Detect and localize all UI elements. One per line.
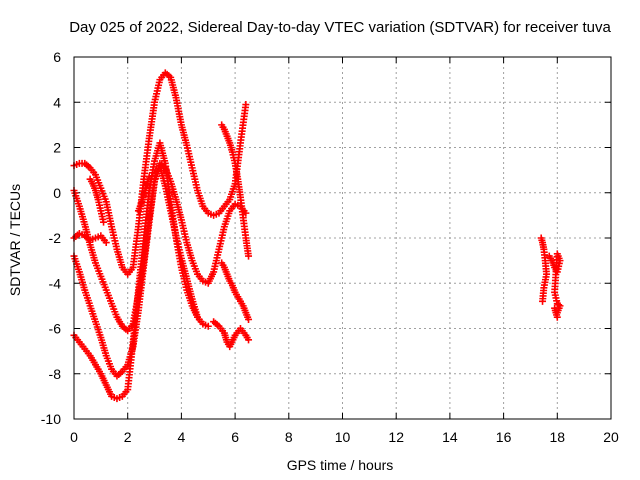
data-point	[100, 218, 108, 226]
x-tick-label: 14	[442, 429, 458, 445]
data-point	[145, 173, 153, 181]
x-tick-label: 16	[496, 429, 512, 445]
y-tick-label: 4	[53, 94, 61, 110]
series-track-f	[86, 175, 108, 226]
series-track-g	[218, 121, 253, 260]
x-tick-label: 4	[178, 429, 186, 445]
y-tick-label: -10	[41, 411, 61, 427]
x-tick-label: 12	[388, 429, 404, 445]
x-tick-label: 0	[70, 429, 78, 445]
data-point	[102, 239, 110, 247]
y-tick-label: 0	[53, 185, 61, 201]
data-point	[539, 297, 547, 305]
data-point	[245, 315, 253, 323]
y-tick-label: -4	[49, 275, 62, 291]
series-track-l	[545, 250, 564, 321]
x-tick-label: 18	[550, 429, 566, 445]
y-tick-label: 2	[53, 140, 61, 156]
x-tick-label: 6	[231, 429, 239, 445]
data-point	[204, 322, 212, 330]
series-track-e	[70, 229, 110, 247]
chart-title: Day 025 of 2022, Sidereal Day-to-day VTE…	[69, 19, 611, 36]
x-tick-label: 8	[285, 429, 293, 445]
series-track-i	[210, 318, 253, 351]
x-axis-label: GPS time / hours	[287, 457, 394, 473]
data-point	[245, 252, 253, 260]
x-tick-label: 2	[124, 429, 132, 445]
series-track-k	[537, 234, 551, 305]
y-tick-label: -6	[49, 321, 62, 337]
y-tick-label: -2	[49, 230, 62, 246]
x-tick-label: 10	[335, 429, 351, 445]
series-track-h	[218, 259, 253, 323]
grid	[74, 57, 611, 419]
y-axis-label: SDTVAR / TECUs	[7, 184, 23, 296]
axis-ticks: 0 2 4 6 8 10 12 14 16 18 20 -10 -8 -6 -4 -2 0 2 4 6	[41, 49, 619, 445]
data-point	[242, 101, 250, 109]
data-point	[245, 336, 253, 344]
y-tick-label: -8	[49, 366, 62, 382]
series-track-d	[70, 159, 250, 335]
y-tick-label: 6	[53, 49, 61, 65]
data-point	[553, 313, 561, 321]
series-track-j	[134, 173, 153, 215]
plot-frame	[73, 56, 612, 420]
x-tick-label: 20	[603, 429, 619, 445]
data-points	[70, 69, 564, 403]
